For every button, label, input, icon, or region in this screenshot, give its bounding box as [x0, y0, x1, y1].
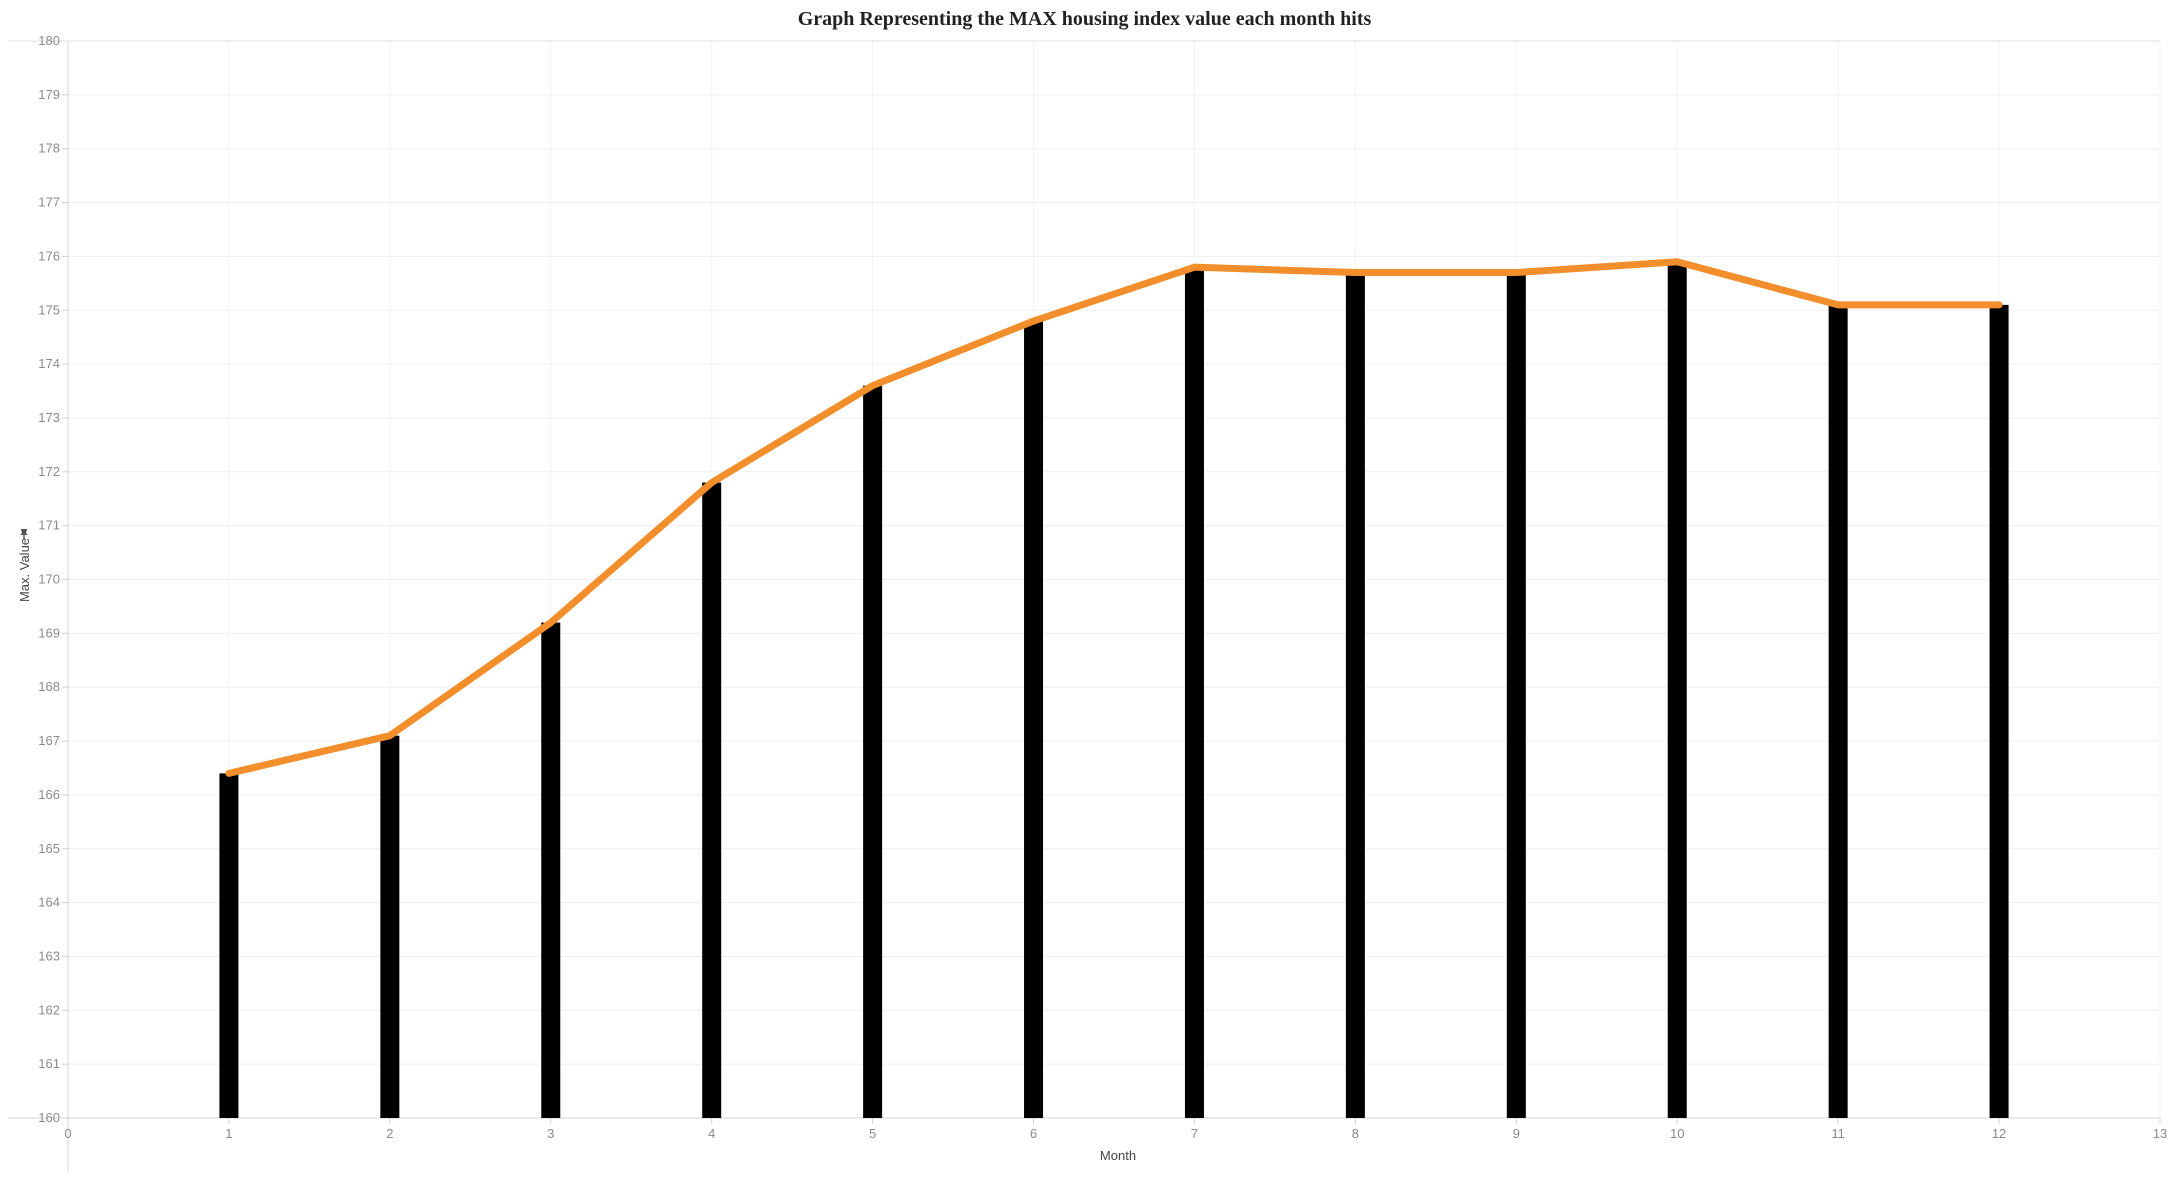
line-series [225, 258, 2003, 777]
y-tick-label: 162 [38, 1002, 60, 1017]
line-point [1031, 319, 1036, 324]
bar [1828, 304, 1848, 1118]
x-tick-label: 10 [1670, 1126, 1684, 1141]
line-point [870, 383, 875, 388]
x-axis-title: Month [1100, 1148, 1136, 1163]
tick-labels: 1601611621631641651661671681691701711721… [38, 33, 2167, 1141]
chart-title: Graph Representing the MAX housing index… [797, 8, 1372, 30]
line-point [709, 480, 714, 485]
bar [863, 385, 883, 1118]
line-point [1192, 265, 1197, 270]
bar-series [219, 261, 2009, 1118]
bar [219, 773, 239, 1118]
y-tick-label: 175 [38, 302, 60, 317]
x-tick-label: 6 [1030, 1126, 1037, 1141]
max-value-line [225, 258, 2003, 777]
x-tick-label: 11 [1831, 1126, 1845, 1141]
y-tick-label: 173 [38, 410, 60, 425]
y-tick-label: 171 [38, 518, 60, 533]
y-tick-label: 172 [38, 464, 60, 479]
bar [1667, 261, 1687, 1118]
x-tick-label: 5 [869, 1126, 876, 1141]
x-tick-label: 7 [1191, 1126, 1198, 1141]
x-tick-label: 8 [1352, 1126, 1359, 1141]
x-tick-label: 13 [2153, 1126, 2167, 1141]
bar [1024, 321, 1044, 1118]
bar [1345, 272, 1365, 1118]
pin-icon [20, 529, 28, 540]
x-tick-label: 2 [386, 1126, 393, 1141]
line-point [1997, 302, 2002, 307]
y-tick-label: 168 [38, 679, 60, 694]
line-point [548, 620, 553, 625]
bar [702, 482, 722, 1118]
y-tick-label: 160 [38, 1110, 60, 1125]
y-tick-label: 164 [38, 895, 60, 910]
y-tick-label: 165 [38, 841, 60, 856]
x-tick-label: 0 [64, 1126, 71, 1141]
x-tick-label: 12 [1992, 1126, 2006, 1141]
y-tick-label: 170 [38, 572, 60, 587]
line-point [1675, 259, 1680, 264]
line-point [1353, 270, 1358, 275]
y-tick-label: 179 [38, 87, 60, 102]
y-tick-label: 178 [38, 141, 60, 156]
bar [1506, 272, 1526, 1118]
bar [541, 622, 561, 1118]
y-tick-label: 167 [38, 733, 60, 748]
y-tick-label: 177 [38, 195, 60, 210]
y-axis-title: Max. Value [17, 538, 32, 602]
bar [1989, 304, 2009, 1118]
y-tick-label: 174 [38, 356, 60, 371]
x-tick-label: 9 [1513, 1126, 1520, 1141]
bar [380, 735, 400, 1118]
x-tick-label: 3 [547, 1126, 554, 1141]
line-point [226, 771, 231, 776]
axis-layer [8, 40, 2161, 1172]
y-tick-label: 166 [38, 787, 60, 802]
x-tick-label: 1 [225, 1126, 232, 1141]
x-tick-label: 4 [708, 1126, 715, 1141]
bar [1184, 267, 1204, 1118]
line-point [387, 733, 392, 738]
y-tick-label: 180 [38, 33, 60, 48]
y-tick-label: 169 [38, 625, 60, 640]
y-tick-label: 163 [38, 948, 60, 963]
y-tick-label: 176 [38, 248, 60, 263]
line-point [1836, 302, 1841, 307]
line-point [1514, 270, 1519, 275]
y-tick-label: 161 [38, 1056, 60, 1071]
